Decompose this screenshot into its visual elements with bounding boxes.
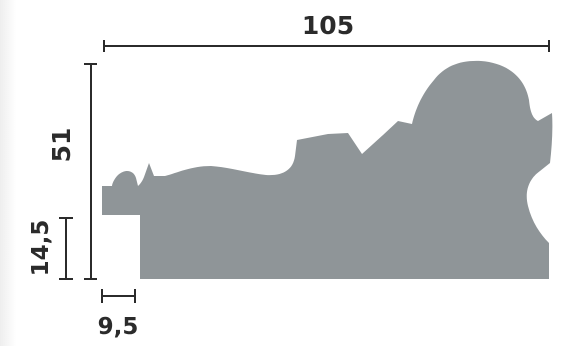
rebate-width-dimension: 9,5 — [98, 289, 139, 340]
moulding-profile-shape — [102, 60, 553, 279]
left-edge-shading — [0, 0, 16, 346]
width-dimension: 105 — [103, 11, 550, 52]
rebate-width-label: 9,5 — [98, 314, 139, 340]
height-label: 51 — [47, 128, 76, 163]
rebate-height-label: 14,5 — [28, 220, 54, 277]
width-label: 105 — [302, 11, 354, 40]
rebate-height-dimension: 14,5 — [28, 217, 73, 280]
height-dimension: 51 — [47, 63, 97, 280]
